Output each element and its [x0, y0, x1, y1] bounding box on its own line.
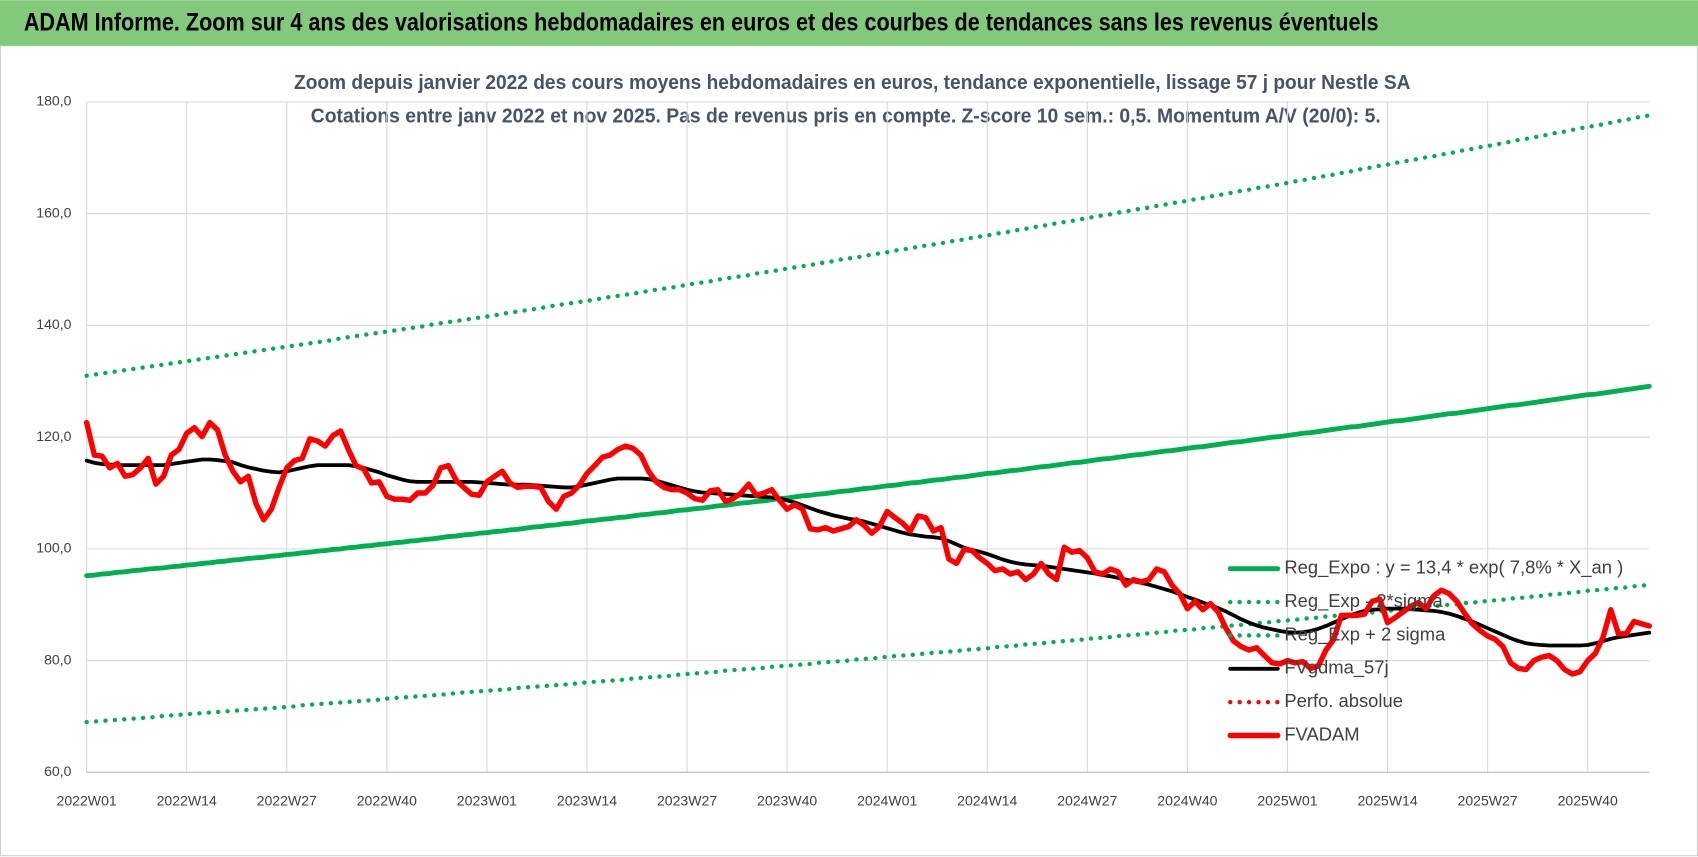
legend-label: Reg_Expo : y = 13,4 * exp( 7,8% * X_an ) — [1284, 557, 1623, 579]
y-tick-label: 60,0 — [44, 763, 72, 779]
x-tick-label: 2023W27 — [657, 792, 717, 808]
series-line — [84, 113, 1652, 378]
y-tick-label: 140,0 — [36, 316, 71, 332]
x-tick-label: 2025W14 — [1357, 792, 1417, 808]
legend-label: Reg_Exp - 2*sigma — [1284, 590, 1443, 612]
x-tick-label: 2024W40 — [1157, 792, 1217, 808]
chart-frame — [0, 45, 1698, 857]
y-tick-label: 80,0 — [44, 651, 72, 667]
chart-title: Zoom depuis janvier 2022 des cours moyen… — [294, 71, 1411, 94]
banner-title: ADAM Informe. Zoom sur 4 ans des valoris… — [24, 9, 1379, 37]
x-tick-label: 2023W40 — [757, 792, 817, 808]
x-tick-label: 2025W40 — [1558, 792, 1618, 808]
y-tick-label: 180,0 — [36, 93, 71, 109]
x-tick-label: 2022W27 — [257, 792, 317, 808]
x-tick-label: 2024W01 — [857, 792, 917, 808]
legend-label: FVgdma_57j — [1284, 657, 1388, 679]
series-line — [84, 582, 1652, 725]
x-tick-label: 2023W14 — [557, 792, 617, 808]
x-tick-label: 2024W27 — [1057, 792, 1117, 808]
x-tick-label: 2023W01 — [457, 792, 517, 808]
x-tick-label: 2022W14 — [157, 792, 217, 808]
x-tick-label: 2025W27 — [1458, 792, 1518, 808]
legend-label: Reg_Exp + 2 sigma — [1284, 623, 1446, 645]
legend-label: Perfo. absolue — [1284, 690, 1403, 711]
y-tick-label: 160,0 — [36, 204, 71, 220]
x-tick-label: 2024W14 — [957, 792, 1017, 808]
chart-subtitle: Cotations entre janv 2022 et nov 2025. P… — [311, 105, 1381, 128]
y-tick-label: 100,0 — [36, 540, 71, 556]
y-tick-label: 120,0 — [36, 428, 71, 444]
series-line — [84, 383, 1652, 579]
x-tick-label: 2022W40 — [357, 792, 417, 808]
series-line — [84, 457, 1652, 648]
x-tick-label: 2025W01 — [1257, 792, 1317, 808]
x-tick-label: 2022W01 — [57, 792, 117, 808]
legend-label: FVADAM — [1284, 723, 1359, 744]
banner — [0, 0, 1698, 46]
series-line — [83, 419, 1652, 677]
